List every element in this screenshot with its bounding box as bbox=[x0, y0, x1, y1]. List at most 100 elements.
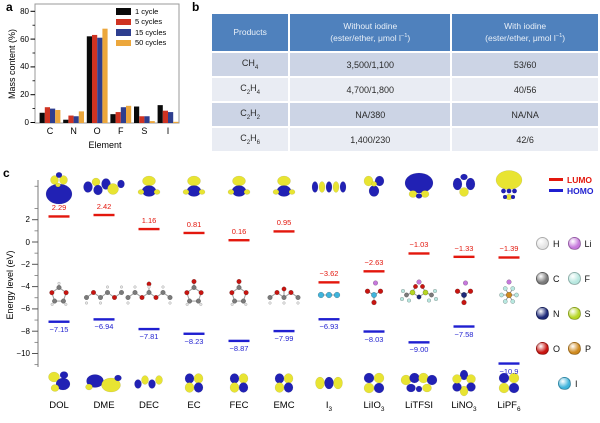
atom-O bbox=[63, 290, 69, 296]
atom-legend-item: Li bbox=[567, 237, 592, 250]
atom-S bbox=[409, 289, 416, 296]
lumo-orbital-image bbox=[404, 172, 434, 199]
atom-F bbox=[502, 286, 508, 291]
bar-I-s0 bbox=[157, 105, 163, 124]
atom-O bbox=[371, 299, 377, 306]
atom-legend-item: S bbox=[567, 307, 591, 320]
homo-value: −8.87 bbox=[229, 343, 249, 353]
orbital-lobe bbox=[198, 189, 206, 195]
molecule-label: DEC bbox=[138, 400, 160, 411]
lumo-level-marker bbox=[228, 239, 250, 242]
atom-Li bbox=[506, 279, 512, 285]
bar-F-s1 bbox=[115, 112, 121, 123]
orbital-lobe bbox=[193, 382, 204, 393]
lumo-level-marker bbox=[498, 256, 520, 259]
molecule-structure-image bbox=[499, 279, 519, 304]
orbital-lobe bbox=[85, 383, 93, 391]
atom-H bbox=[98, 301, 103, 305]
legend-item: 1 cycle bbox=[116, 6, 166, 17]
orbital-lobe bbox=[415, 193, 423, 199]
table-cell: CH4 bbox=[209, 51, 291, 78]
table-cell: 4,700/1,800 bbox=[288, 76, 453, 103]
orbital-lobe bbox=[50, 384, 60, 392]
products-table: Products Without iodine (ester/ether, μmol… bbox=[209, 12, 600, 153]
table-cell: 3,500/1,100 bbox=[288, 51, 453, 78]
orbital-lobe bbox=[500, 188, 506, 194]
atom-I bbox=[333, 291, 341, 299]
orbital-lobe bbox=[510, 194, 516, 200]
molecule-label: FEC bbox=[229, 400, 249, 411]
molecule-label: LiIO3 bbox=[363, 400, 385, 413]
lumo-value: 0.16 bbox=[231, 227, 247, 237]
table-cell: 40/56 bbox=[450, 76, 600, 103]
orbital-legend-label: HOMO bbox=[567, 185, 594, 196]
atom-O bbox=[288, 289, 294, 296]
atom-C bbox=[60, 298, 66, 304]
panel-a: a 0 20 40 60 80 C N O F S I Mass content (%) Eleme… bbox=[0, 0, 190, 160]
atom-sphere-S bbox=[567, 307, 581, 320]
orbital-lobe bbox=[466, 382, 476, 392]
bar-N-s1 bbox=[68, 115, 74, 123]
table-cell: C2H4 bbox=[209, 76, 291, 103]
orbital-lobe bbox=[55, 182, 61, 188]
lumo-orbital-image bbox=[83, 177, 125, 196]
orbital-lobe bbox=[363, 175, 374, 187]
orbital-legend-label: LUMO bbox=[567, 174, 593, 185]
orbital-lobe bbox=[420, 190, 430, 198]
molecule-structure-image bbox=[229, 278, 249, 306]
atom-N bbox=[461, 292, 467, 298]
bar-C-s3 bbox=[55, 109, 61, 123]
orbital-lobe bbox=[415, 385, 423, 393]
orbital-lobe bbox=[141, 375, 149, 385]
bar-S-s3 bbox=[149, 121, 155, 123]
bar-N-s3 bbox=[78, 111, 84, 123]
orbital-lobe bbox=[459, 369, 469, 381]
molecule-structure-image bbox=[267, 286, 301, 305]
orbital-lobe bbox=[452, 374, 462, 384]
homo-level-marker bbox=[93, 318, 115, 321]
molecule-label: EC bbox=[187, 400, 201, 411]
homo-level-marker bbox=[408, 341, 430, 344]
orbital-lobe bbox=[93, 184, 103, 196]
orbital-lobe bbox=[408, 190, 418, 198]
homo-orbital-image bbox=[85, 374, 122, 393]
lumo-orbital-image bbox=[182, 175, 206, 197]
bar-O-s1 bbox=[92, 34, 98, 123]
legend-label: 5 cycles bbox=[135, 17, 163, 27]
molecule-structure-image bbox=[184, 278, 204, 306]
atom-C bbox=[56, 284, 62, 291]
atom-N bbox=[416, 294, 422, 300]
atom-legend-item: P bbox=[568, 342, 591, 355]
atom-H bbox=[282, 301, 286, 305]
bar-chart bbox=[30, 3, 180, 124]
energy-tick-label: 0 bbox=[25, 237, 30, 247]
orbital-lobe bbox=[288, 189, 296, 195]
atom-C bbox=[104, 289, 111, 296]
lumo-orbital-image bbox=[272, 175, 296, 197]
atom-legend-row: I bbox=[558, 377, 586, 390]
atom-C bbox=[267, 294, 273, 301]
atom-legend-item: N bbox=[536, 307, 560, 320]
atom-O bbox=[184, 290, 190, 296]
atom-H bbox=[119, 285, 124, 289]
lumo-value: 2.29 bbox=[51, 203, 67, 213]
legend-item: 5 cycles bbox=[116, 17, 166, 28]
atom-sphere-Li bbox=[567, 237, 581, 250]
atom-sphere-N bbox=[536, 307, 549, 320]
atom-I bbox=[371, 292, 377, 298]
lumo-value: −1.33 bbox=[454, 243, 474, 253]
panel-b-letter: b bbox=[192, 0, 200, 14]
atom-C bbox=[281, 294, 287, 301]
orbital-lobe bbox=[406, 383, 416, 393]
lumo-value: 0.81 bbox=[186, 219, 202, 229]
orbital-lobe bbox=[137, 189, 145, 195]
atom-Li bbox=[372, 280, 379, 286]
table-cell: NA/380 bbox=[288, 101, 453, 128]
y-tick-label: 60 bbox=[20, 34, 29, 44]
orbital-lobe bbox=[426, 374, 438, 386]
bar-S-s1 bbox=[139, 116, 145, 123]
orbital-legend-line bbox=[549, 189, 563, 192]
atom-sphere-I bbox=[558, 377, 571, 390]
homo-value: −8.03 bbox=[364, 334, 384, 344]
atom-O bbox=[274, 289, 280, 296]
